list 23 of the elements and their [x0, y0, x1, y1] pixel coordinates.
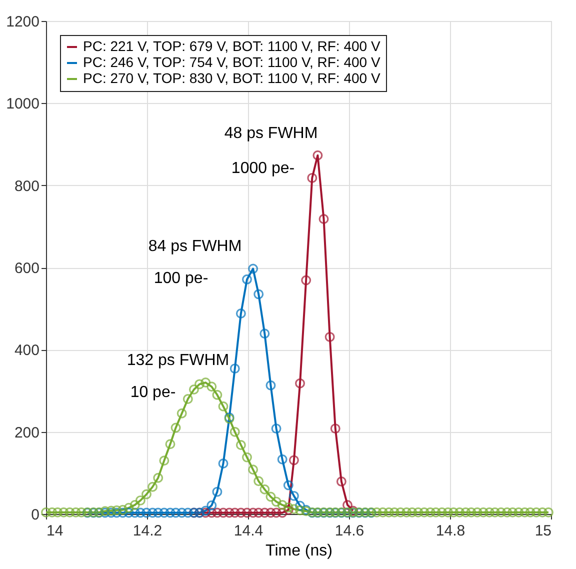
y-tick-label: 400 — [14, 342, 40, 360]
annotation: 84 ps FWHM — [148, 238, 242, 255]
annotation: 48 ps FWHM — [224, 125, 318, 142]
annotation: 10 pe- — [130, 384, 176, 401]
x-tick-label: 14.2 — [132, 522, 162, 540]
x-axis-title: Time (ns) — [266, 542, 332, 560]
x-tick-label: 15 — [534, 522, 552, 540]
annotation: 132 ps FWHM — [126, 352, 230, 369]
x-tick-label: 14.4 — [234, 522, 264, 540]
legend-label: PC: 221 V, TOP: 679 V, BOT: 1100 V, RF: 400 V — [83, 38, 381, 54]
legend-label: PC: 270 V, TOP: 830 V, BOT: 1100 V, RF: 400 V — [83, 70, 381, 86]
y-tick-label: 800 — [14, 178, 40, 195]
x-tick-label: 14.6 — [334, 522, 364, 540]
y-tick-label: 0 — [31, 506, 40, 524]
x-tick-label: 14 — [46, 522, 64, 540]
annotation: 1000 pe- — [231, 160, 295, 177]
y-tick-label: 600 — [14, 260, 40, 277]
x-tick-label: 14.8 — [436, 522, 466, 540]
annotation: 100 pe- — [154, 270, 208, 287]
y-tick-label: 1200 — [6, 14, 40, 30]
legend-label: PC: 246 V, TOP: 754 V, BOT: 1100 V, RF: 400 V — [83, 54, 381, 70]
y-tick-label: 1000 — [6, 96, 40, 113]
y-tick-label: 200 — [14, 424, 40, 442]
